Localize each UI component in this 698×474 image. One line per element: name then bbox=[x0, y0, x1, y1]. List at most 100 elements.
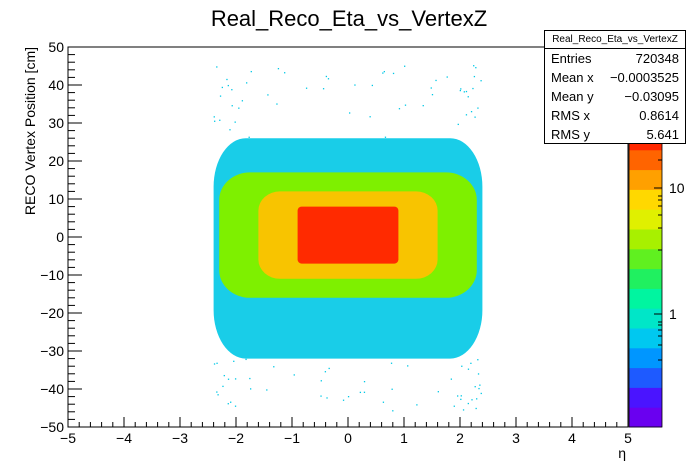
sparse-point bbox=[273, 366, 275, 368]
sparse-point bbox=[234, 405, 237, 407]
sparse-point bbox=[230, 401, 232, 403]
sparse-point bbox=[369, 116, 371, 118]
sparse-point bbox=[363, 380, 366, 383]
sparse-point bbox=[234, 121, 236, 123]
x-tick-label: 2 bbox=[456, 430, 464, 446]
sparse-point bbox=[213, 116, 215, 118]
sparse-point bbox=[476, 398, 478, 400]
sparse-point bbox=[407, 365, 409, 367]
stats-row-entries: Entries 720348 bbox=[545, 49, 685, 68]
sparse-point bbox=[471, 399, 473, 401]
sparse-point bbox=[467, 368, 470, 370]
sparse-point bbox=[392, 72, 395, 75]
sparse-point bbox=[391, 388, 393, 390]
sparse-point bbox=[217, 394, 219, 396]
color-bar-step bbox=[629, 328, 662, 349]
color-bar-step bbox=[629, 347, 662, 369]
y-tick-label: −40 bbox=[40, 381, 64, 397]
color-bar-step bbox=[629, 149, 662, 171]
stats-row-mean-x: Mean x −0.0003525 bbox=[545, 68, 685, 87]
stats-value: 5.641 bbox=[646, 127, 679, 142]
y-tick-label: −10 bbox=[40, 267, 64, 283]
sparse-point bbox=[465, 90, 468, 93]
sparse-point bbox=[467, 402, 469, 405]
sparse-point bbox=[320, 380, 322, 382]
sparse-point bbox=[249, 388, 252, 390]
sparse-point bbox=[472, 87, 474, 90]
sparse-point bbox=[382, 72, 384, 74]
sparse-point bbox=[348, 112, 351, 114]
sparse-point bbox=[241, 100, 244, 102]
sparse-point bbox=[457, 395, 459, 397]
sparse-point bbox=[250, 70, 252, 73]
z-tick-label: 10 bbox=[669, 180, 685, 196]
stats-value: −0.0003525 bbox=[609, 70, 679, 85]
sparse-point bbox=[479, 384, 481, 386]
sparse-point bbox=[459, 89, 462, 92]
color-bar-step bbox=[629, 268, 662, 289]
stats-label: RMS y bbox=[551, 127, 590, 142]
sparse-point bbox=[354, 84, 356, 86]
sparse-point bbox=[480, 392, 482, 395]
color-bar-step bbox=[629, 308, 662, 329]
sparse-point bbox=[431, 93, 434, 96]
y-tick-label: −30 bbox=[40, 343, 64, 359]
y-axis-label: RECO Vertex Position [cm] bbox=[22, 47, 38, 215]
x-tick-label: 3 bbox=[512, 430, 520, 446]
sparse-point bbox=[382, 401, 385, 403]
sparse-point bbox=[227, 378, 230, 380]
color-bar-step bbox=[629, 407, 662, 428]
sparse-point bbox=[474, 386, 476, 388]
sparse-point bbox=[465, 114, 468, 116]
sparse-point bbox=[470, 111, 473, 113]
sparse-point bbox=[221, 86, 224, 89]
sparse-point bbox=[226, 78, 228, 81]
color-bar: 1 10 bbox=[628, 129, 685, 428]
sparse-point bbox=[216, 391, 218, 393]
sparse-point bbox=[326, 397, 328, 399]
sparse-point bbox=[398, 108, 401, 110]
sparse-point bbox=[383, 70, 386, 73]
sparse-point bbox=[347, 396, 350, 398]
sparse-point bbox=[267, 94, 269, 96]
sparse-point bbox=[222, 385, 224, 388]
stats-box-title: Real_Reco_Eta_vs_VertexZ bbox=[545, 31, 685, 49]
z-tick-label: 1 bbox=[669, 306, 677, 322]
sparse-point bbox=[477, 373, 480, 375]
sparse-point bbox=[266, 389, 268, 391]
sparse-point bbox=[371, 84, 374, 87]
sparse-point bbox=[327, 78, 330, 80]
sparse-point bbox=[238, 107, 240, 109]
sparse-point bbox=[475, 407, 477, 410]
stats-row-rms-x: RMS x 0.8614 bbox=[545, 106, 685, 125]
sparse-point bbox=[430, 87, 432, 89]
sparse-points bbox=[213, 65, 482, 412]
x-tick-label: −5 bbox=[60, 430, 76, 446]
x-tick-label: 1 bbox=[400, 430, 408, 446]
sparse-point bbox=[293, 374, 295, 376]
sparse-point bbox=[305, 87, 308, 89]
sparse-point bbox=[478, 387, 480, 390]
sparse-point bbox=[467, 96, 469, 98]
color-bar-step bbox=[629, 288, 662, 309]
stats-value: 720348 bbox=[635, 51, 679, 66]
sparse-point bbox=[231, 105, 233, 107]
stats-row-mean-y: Mean y −0.03095 bbox=[545, 87, 685, 106]
sparse-point bbox=[234, 378, 237, 380]
y-tick-label: 40 bbox=[48, 77, 64, 93]
color-bar-step bbox=[629, 229, 662, 250]
stats-value: 0.8614 bbox=[639, 108, 679, 123]
stats-row-rms-y: RMS y 5.641 bbox=[545, 125, 685, 144]
sparse-point bbox=[359, 391, 362, 394]
x-tick-label: −3 bbox=[172, 430, 188, 446]
sparse-point bbox=[384, 136, 387, 138]
sparse-point bbox=[233, 360, 235, 362]
sparse-point bbox=[422, 105, 424, 107]
stats-label: Mean x bbox=[551, 70, 594, 85]
sparse-point bbox=[245, 358, 247, 361]
color-bar-step bbox=[629, 169, 662, 190]
sparse-point bbox=[248, 136, 250, 138]
sparse-point bbox=[324, 371, 327, 373]
sparse-point bbox=[227, 403, 229, 405]
